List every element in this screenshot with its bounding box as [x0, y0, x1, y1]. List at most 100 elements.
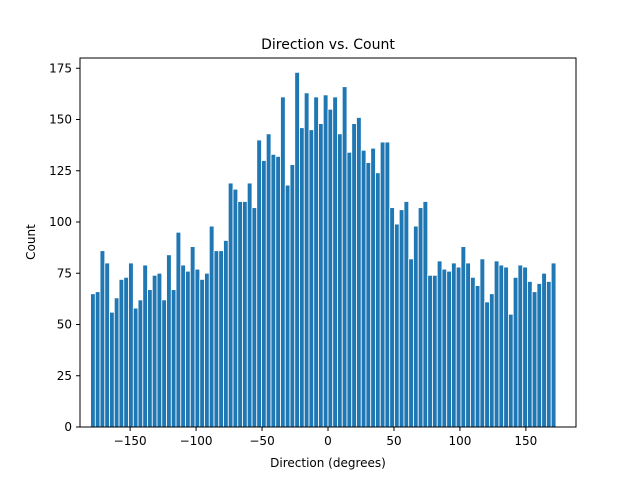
histogram-bar: [90, 293, 96, 428]
chart-title: Direction vs. Count: [261, 37, 395, 53]
histogram-bar: [318, 123, 324, 428]
histogram-bar: [99, 250, 106, 428]
histogram-bar: [109, 311, 115, 428]
histogram-bar: [541, 272, 547, 428]
histogram-bar: [104, 262, 110, 428]
histogram-bar: [417, 207, 424, 428]
histogram-bar: [474, 285, 481, 428]
histogram-bar: [322, 94, 329, 428]
histogram-bar: [218, 250, 224, 428]
histogram-bar: [227, 182, 234, 428]
y-axis-label: Count: [24, 224, 38, 260]
histogram-bar: [180, 264, 186, 428]
y-tick-label: 100: [49, 215, 72, 229]
x-tick-label: −50: [249, 434, 274, 448]
histogram-bar: [113, 297, 120, 428]
histogram-bar: [413, 225, 419, 428]
histogram-bar: [313, 96, 319, 428]
histogram-bar: [375, 172, 381, 428]
histogram-bar: [427, 274, 433, 428]
histogram-bar: [517, 264, 524, 428]
histogram-bar: [294, 71, 300, 428]
histogram-bar: [242, 201, 248, 428]
histogram-bar: [94, 291, 101, 428]
y-tick-label: 25: [57, 369, 72, 383]
histogram-bar: [531, 291, 538, 428]
histogram-bar: [451, 262, 457, 428]
histogram-bar: [384, 141, 391, 428]
histogram-bar: [432, 274, 438, 428]
histogram-bar: [142, 264, 148, 428]
histogram-bar: [194, 268, 201, 428]
histogram-bar: [123, 276, 129, 428]
x-tick-label: −100: [180, 434, 213, 448]
histogram-bar: [265, 133, 272, 428]
histogram-bar: [351, 123, 357, 428]
histogram-bar: [156, 272, 163, 428]
histogram-bar: [498, 264, 505, 428]
histogram-bar: [527, 281, 533, 428]
histogram-bar: [185, 270, 191, 428]
histogram-bar: [403, 201, 410, 428]
histogram-bar: [132, 307, 139, 428]
y-tick-label: 75: [57, 266, 72, 280]
bars-group: [90, 71, 557, 428]
histogram-bar: [408, 258, 414, 428]
x-axis-label: Direction (degrees): [270, 456, 386, 470]
histogram-bar: [327, 108, 334, 428]
histogram-bar: [536, 283, 543, 428]
histogram-bar: [470, 276, 476, 428]
histogram-bar: [161, 299, 167, 428]
histogram-bar: [261, 160, 267, 428]
histogram-bar: [199, 278, 205, 428]
histogram-bar: [299, 127, 305, 428]
histogram-bar: [284, 184, 291, 428]
histogram-bar: [356, 117, 362, 428]
histogram-bar: [204, 272, 210, 428]
histogram-bar: [337, 133, 343, 428]
histogram-bar: [379, 141, 386, 428]
histogram-bar: [232, 188, 239, 428]
histogram-bar: [303, 92, 310, 428]
y-tick-label: 50: [57, 318, 72, 332]
histogram-bar: [484, 301, 490, 428]
histogram-bar: [223, 240, 229, 428]
histogram-bar: [455, 266, 462, 428]
histogram-bar: [422, 201, 429, 428]
histogram-bar: [246, 182, 253, 428]
histogram-bar: [493, 260, 500, 428]
histogram-bar: [370, 147, 376, 428]
histogram-bar: [436, 260, 443, 428]
histogram-bar: [360, 149, 367, 428]
histogram-bar: [289, 164, 296, 428]
y-tick-label: 0: [64, 420, 72, 434]
histogram-bar: [251, 207, 258, 428]
histogram-bar: [508, 313, 514, 428]
histogram-bar: [341, 86, 348, 428]
histogram-bar: [118, 278, 125, 428]
histogram-bar: [365, 162, 372, 428]
histogram-bar: [275, 155, 281, 428]
histogram-bar: [256, 139, 262, 428]
histogram-bar: [137, 299, 144, 428]
histogram-bar: [237, 201, 243, 428]
x-tick-label: 50: [386, 434, 401, 448]
y-tick-label: 175: [49, 61, 72, 75]
histogram-bar: [346, 151, 353, 428]
histogram-bar: [489, 293, 495, 428]
histogram-bar: [151, 274, 158, 428]
x-tick-label: −150: [114, 434, 147, 448]
y-tick-label: 125: [49, 164, 72, 178]
histogram-bar: [441, 268, 448, 428]
histogram-bar: [503, 266, 509, 428]
histogram-bar: [446, 270, 452, 428]
histogram-bar: [522, 266, 528, 428]
histogram-bar: [308, 129, 315, 428]
histogram-bar: [389, 207, 395, 428]
histogram-bar: [208, 225, 215, 428]
y-tick-label: 150: [49, 113, 72, 127]
x-tick-label: 150: [514, 434, 537, 448]
histogram-bar: [479, 258, 486, 428]
histogram-bar: [465, 262, 471, 428]
